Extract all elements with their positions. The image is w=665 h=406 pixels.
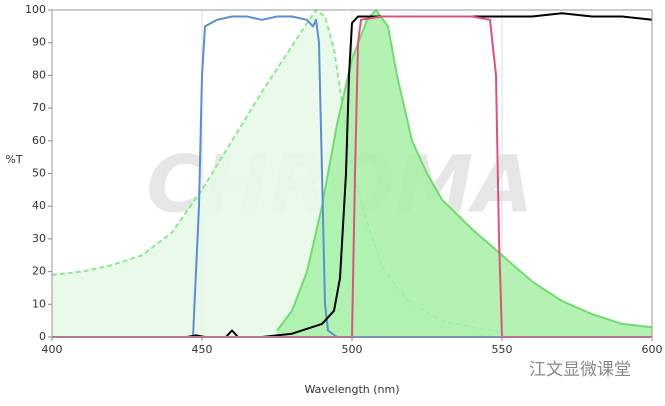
- y-tick-label: 0: [39, 330, 46, 343]
- line: [52, 15, 652, 338]
- plot-frame: [51, 9, 653, 338]
- y-tick-label: 70: [32, 101, 46, 114]
- y-tick-label: 60: [32, 134, 46, 147]
- y-tick-label: 20: [32, 265, 46, 278]
- y-tick-label: 10: [32, 297, 46, 310]
- line: [51, 9, 503, 338]
- y-tick-label: 90: [32, 36, 46, 49]
- x-tick-label: 450: [192, 343, 213, 356]
- line: [52, 15, 652, 338]
- x-tick-label: 550: [492, 343, 513, 356]
- y-tick-label: 40: [32, 199, 46, 212]
- x-tick-label: 500: [342, 343, 363, 356]
- y-tick-label: 100: [25, 3, 46, 16]
- y-tick-label: 80: [32, 68, 46, 81]
- x-tick-label: 600: [642, 343, 663, 356]
- watermark-text: 江文显微课堂: [529, 360, 631, 380]
- area: [52, 10, 502, 337]
- x-tick-label: 400: [42, 343, 63, 356]
- area: [277, 10, 652, 337]
- y-tick-label: 30: [32, 232, 46, 245]
- line: [276, 9, 653, 332]
- y-axis-label: %T: [5, 153, 22, 166]
- y-tick-label: 50: [32, 167, 46, 180]
- x-axis-label: Wavelength (nm): [304, 383, 399, 396]
